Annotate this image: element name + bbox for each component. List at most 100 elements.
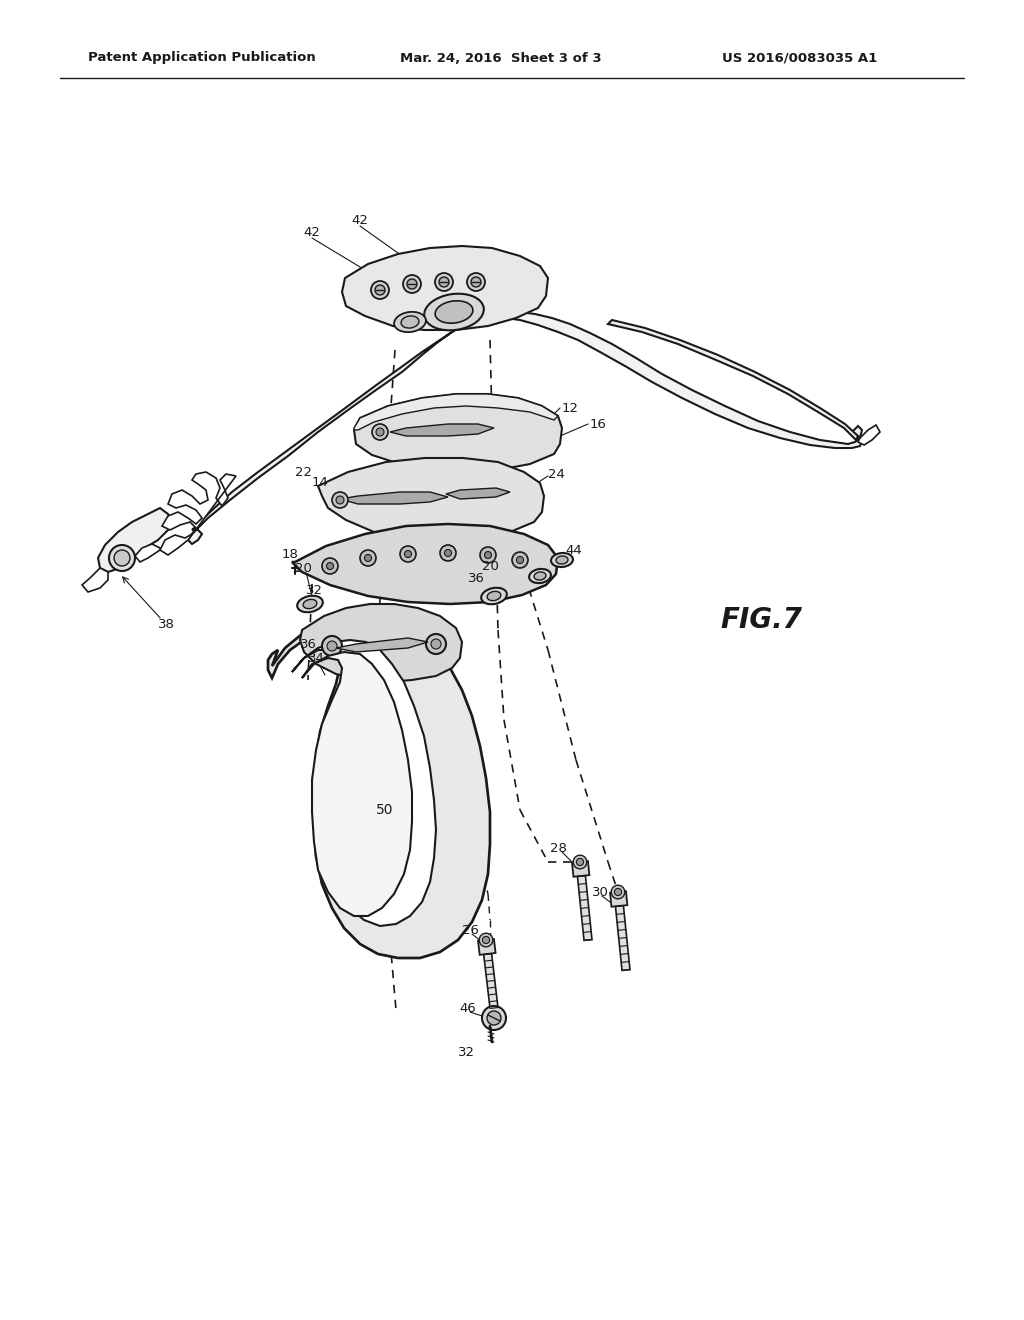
Circle shape <box>327 562 334 569</box>
Circle shape <box>403 275 421 293</box>
Text: 24: 24 <box>548 467 564 480</box>
Polygon shape <box>572 861 590 876</box>
Polygon shape <box>300 605 462 682</box>
Ellipse shape <box>424 293 483 330</box>
Circle shape <box>467 273 485 290</box>
Circle shape <box>439 277 449 286</box>
Polygon shape <box>608 319 858 440</box>
Circle shape <box>512 552 528 568</box>
Ellipse shape <box>401 315 419 329</box>
Circle shape <box>611 886 625 899</box>
Ellipse shape <box>394 312 426 333</box>
Polygon shape <box>135 544 160 562</box>
Circle shape <box>114 550 130 566</box>
Circle shape <box>332 492 348 508</box>
Text: 42: 42 <box>303 226 321 239</box>
Text: 20: 20 <box>295 561 311 574</box>
Ellipse shape <box>535 572 546 579</box>
Circle shape <box>336 496 344 504</box>
Ellipse shape <box>487 591 501 601</box>
Polygon shape <box>615 906 630 970</box>
Text: US 2016/0083035 A1: US 2016/0083035 A1 <box>722 51 878 65</box>
Ellipse shape <box>297 595 323 612</box>
Circle shape <box>365 554 372 561</box>
Polygon shape <box>342 246 548 330</box>
Polygon shape <box>82 568 108 591</box>
Circle shape <box>360 550 376 566</box>
Circle shape <box>375 285 385 294</box>
Polygon shape <box>390 424 494 436</box>
Text: 32: 32 <box>458 1045 474 1059</box>
Polygon shape <box>446 488 510 499</box>
Text: 42: 42 <box>351 214 369 227</box>
Ellipse shape <box>551 553 573 568</box>
Text: FIG.7: FIG.7 <box>720 606 802 634</box>
Text: 16: 16 <box>590 417 607 430</box>
Text: 26: 26 <box>462 924 478 936</box>
Text: 36: 36 <box>300 638 316 651</box>
Circle shape <box>371 281 389 300</box>
Text: 32: 32 <box>305 583 323 597</box>
Circle shape <box>573 855 587 869</box>
Circle shape <box>376 428 384 436</box>
Circle shape <box>480 546 496 564</box>
Ellipse shape <box>529 569 551 583</box>
Text: 50: 50 <box>376 803 394 817</box>
Text: Patent Application Publication: Patent Application Publication <box>88 51 315 65</box>
Polygon shape <box>340 492 449 504</box>
Text: 38: 38 <box>158 618 174 631</box>
Text: 14: 14 <box>311 475 329 488</box>
Polygon shape <box>336 638 428 652</box>
Circle shape <box>471 277 481 286</box>
Circle shape <box>435 273 453 290</box>
Circle shape <box>516 557 523 564</box>
Text: 34: 34 <box>307 652 325 664</box>
Circle shape <box>109 545 135 572</box>
Polygon shape <box>610 891 628 907</box>
Text: 12: 12 <box>562 401 579 414</box>
Circle shape <box>407 279 417 289</box>
Circle shape <box>440 545 456 561</box>
Circle shape <box>614 888 622 895</box>
Circle shape <box>577 858 584 866</box>
Ellipse shape <box>556 556 568 564</box>
Circle shape <box>322 558 338 574</box>
Polygon shape <box>98 508 172 572</box>
Circle shape <box>444 549 452 557</box>
Polygon shape <box>354 393 558 430</box>
Polygon shape <box>268 616 490 958</box>
Circle shape <box>322 636 342 656</box>
Ellipse shape <box>481 587 507 605</box>
Polygon shape <box>318 458 544 540</box>
Circle shape <box>431 639 441 649</box>
Circle shape <box>426 634 446 653</box>
Text: 30: 30 <box>592 886 608 899</box>
Circle shape <box>404 550 412 557</box>
Text: Mar. 24, 2016  Sheet 3 of 3: Mar. 24, 2016 Sheet 3 of 3 <box>400 51 602 65</box>
Circle shape <box>479 933 493 946</box>
Text: 46: 46 <box>460 1002 476 1015</box>
Circle shape <box>400 546 416 562</box>
Polygon shape <box>478 939 496 954</box>
Circle shape <box>484 552 492 558</box>
Text: 36: 36 <box>468 572 484 585</box>
Polygon shape <box>302 652 412 916</box>
Polygon shape <box>160 473 236 554</box>
Polygon shape <box>354 393 562 473</box>
Circle shape <box>327 642 337 651</box>
Text: 44: 44 <box>565 544 583 557</box>
Polygon shape <box>858 425 880 445</box>
Text: 28: 28 <box>550 842 566 854</box>
Ellipse shape <box>435 301 473 323</box>
Polygon shape <box>292 640 436 927</box>
Circle shape <box>482 936 489 944</box>
Polygon shape <box>188 312 862 544</box>
Ellipse shape <box>303 599 316 609</box>
Polygon shape <box>578 875 592 940</box>
Text: 22: 22 <box>296 466 312 479</box>
Text: 18: 18 <box>282 549 298 561</box>
Circle shape <box>372 424 388 440</box>
Circle shape <box>482 1006 506 1030</box>
Polygon shape <box>483 953 498 1008</box>
Circle shape <box>487 1011 501 1026</box>
